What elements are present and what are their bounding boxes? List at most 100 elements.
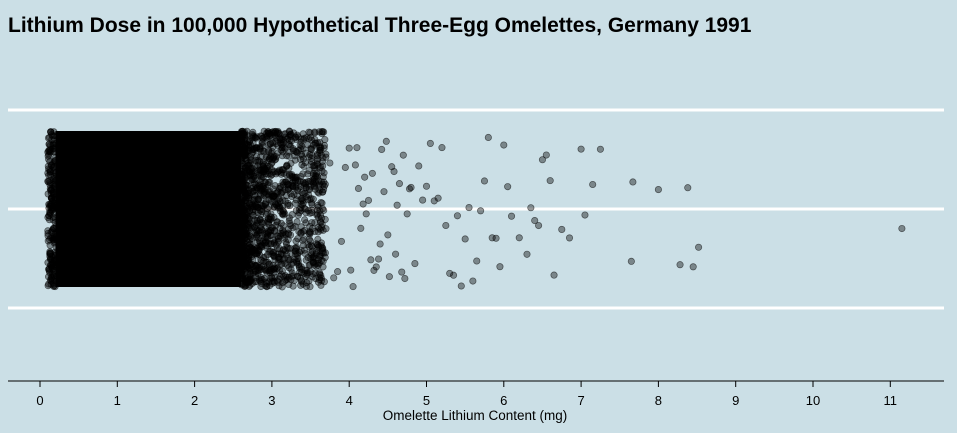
outlier-point — [341, 163, 349, 172]
data-point — [249, 256, 257, 264]
outlier-point — [322, 225, 330, 233]
data-point — [306, 237, 314, 245]
data-point — [44, 134, 52, 142]
data-point — [305, 191, 313, 199]
data-point — [47, 187, 55, 195]
data-point — [257, 166, 265, 174]
outlier-point — [558, 225, 566, 233]
data-point — [314, 235, 322, 243]
outlier-point — [357, 224, 365, 232]
outlier-point — [453, 212, 461, 220]
data-point — [292, 206, 300, 215]
outlier-point — [411, 260, 419, 268]
data-point — [321, 180, 329, 188]
data-point — [271, 226, 279, 234]
data-point — [257, 242, 265, 250]
data-point — [287, 190, 295, 198]
data-point — [311, 219, 319, 227]
outlier-point — [477, 207, 485, 215]
data-point — [48, 228, 56, 236]
outlier-point — [370, 266, 378, 274]
outlier-point — [385, 273, 393, 281]
outlier-point — [353, 144, 361, 152]
data-point — [245, 221, 253, 229]
data-point — [305, 235, 313, 243]
outlier-point — [362, 210, 370, 218]
data-point — [276, 204, 284, 212]
outlier-point — [393, 201, 401, 209]
data-point — [237, 273, 245, 281]
data-point — [242, 164, 250, 172]
data-point — [288, 211, 296, 219]
outlier-point — [398, 268, 406, 276]
outlier-point — [515, 234, 523, 242]
outlier-point — [565, 234, 574, 242]
dense-point-mass — [55, 131, 241, 287]
data-point — [254, 195, 263, 204]
x-tick-label: 3 — [268, 393, 275, 408]
data-point — [241, 228, 249, 237]
data-point — [47, 255, 56, 263]
outlier-point — [354, 184, 363, 193]
data-point — [311, 269, 319, 277]
data-point — [46, 141, 55, 149]
data-point — [256, 145, 264, 153]
outlier-point — [380, 188, 388, 196]
data-point — [308, 201, 316, 209]
outlier-point — [395, 180, 403, 188]
outlier-point — [480, 177, 489, 185]
data-point — [319, 244, 327, 252]
data-point — [294, 178, 302, 186]
outlier-point — [546, 177, 554, 185]
data-point — [284, 135, 292, 143]
outlier-point — [347, 266, 355, 274]
data-point — [316, 144, 324, 152]
data-point — [270, 278, 278, 286]
outlier-point — [368, 169, 376, 177]
data-point — [51, 177, 59, 185]
outlier-point — [581, 211, 589, 219]
data-point — [248, 149, 256, 158]
data-point — [286, 128, 294, 136]
data-point — [294, 272, 302, 280]
outlier-point — [504, 183, 512, 191]
data-point — [248, 167, 256, 175]
data-point — [46, 248, 54, 256]
data-point — [302, 149, 310, 157]
data-point — [314, 259, 322, 267]
outlier-point — [500, 141, 508, 149]
outlier-point — [442, 221, 450, 230]
data-point — [262, 267, 270, 275]
data-point — [45, 155, 53, 163]
data-point — [52, 140, 60, 148]
data-point — [257, 153, 265, 161]
data-point — [47, 277, 55, 285]
data-point — [268, 147, 276, 156]
outlier-point — [359, 200, 367, 208]
data-point — [265, 188, 273, 196]
data-point — [266, 178, 274, 186]
data-point — [252, 262, 260, 271]
data-point — [259, 184, 267, 192]
data-point — [315, 252, 324, 260]
data-point — [284, 236, 292, 244]
x-tick-label: 4 — [346, 393, 353, 408]
data-point — [313, 173, 321, 181]
data-point — [285, 152, 293, 160]
data-point — [237, 130, 246, 138]
data-point — [237, 248, 245, 256]
data-point — [265, 218, 273, 227]
outlier-point — [461, 235, 469, 243]
outlier-point — [415, 162, 423, 170]
data-point — [318, 167, 326, 175]
outlier-point — [430, 197, 438, 205]
outlier-point — [419, 196, 427, 204]
data-point — [53, 203, 61, 211]
data-point — [266, 274, 274, 283]
data-point — [258, 226, 266, 234]
data-point — [270, 203, 278, 211]
data-point — [297, 197, 305, 205]
data-point — [277, 168, 285, 176]
data-point — [52, 277, 60, 285]
data-point — [314, 201, 322, 209]
